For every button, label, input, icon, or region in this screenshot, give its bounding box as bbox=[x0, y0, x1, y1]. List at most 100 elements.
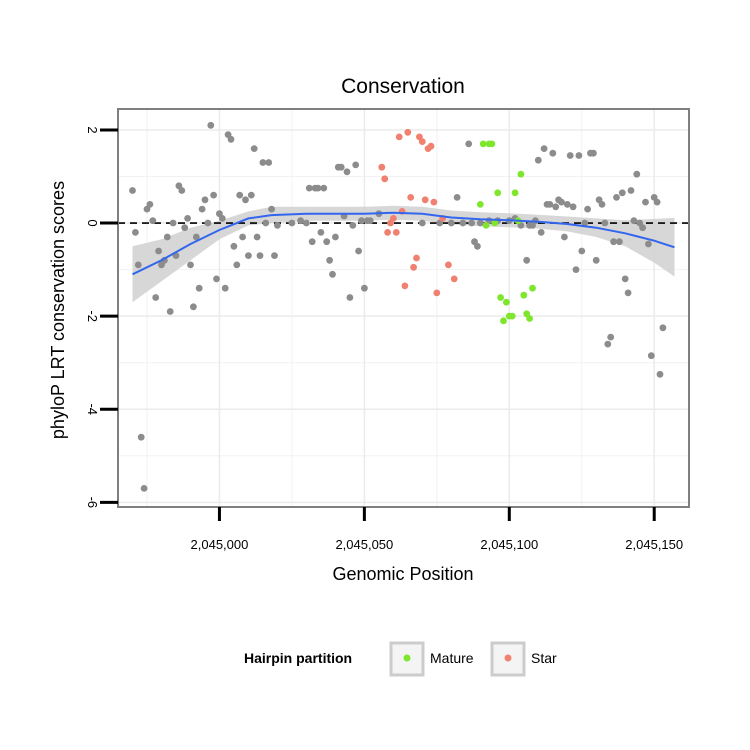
point-mature bbox=[511, 189, 519, 197]
point-other bbox=[604, 340, 612, 348]
point-other bbox=[572, 266, 580, 273]
point-other bbox=[256, 252, 264, 259]
point-other bbox=[288, 219, 296, 227]
point-other bbox=[627, 187, 635, 194]
point-star bbox=[445, 261, 452, 269]
point-mature bbox=[476, 201, 484, 208]
point-other bbox=[218, 215, 226, 222]
point-other bbox=[616, 238, 623, 246]
point-star bbox=[413, 254, 420, 262]
point-other bbox=[253, 233, 261, 241]
y-tick-label: -2 bbox=[85, 310, 100, 322]
point-other bbox=[630, 217, 638, 225]
point-other bbox=[621, 275, 629, 283]
point-other bbox=[132, 229, 139, 236]
point-star bbox=[395, 133, 403, 141]
point-other bbox=[192, 233, 200, 241]
point-other bbox=[624, 289, 632, 297]
point-mature bbox=[494, 189, 502, 197]
panel-border bbox=[117, 108, 690, 508]
point-other bbox=[326, 256, 333, 264]
point-mature bbox=[479, 140, 487, 148]
point-other bbox=[274, 222, 281, 229]
point-other bbox=[546, 201, 554, 208]
point-other bbox=[169, 219, 177, 227]
point-star bbox=[404, 128, 412, 136]
point-other bbox=[230, 242, 238, 250]
point-other bbox=[195, 284, 203, 292]
point-other bbox=[569, 203, 577, 211]
point-mature bbox=[500, 317, 507, 325]
point-star bbox=[390, 215, 397, 222]
x-tick-label: 2,045,050 bbox=[335, 537, 393, 552]
point-other bbox=[346, 294, 354, 301]
point-other bbox=[578, 247, 586, 255]
point-other bbox=[198, 205, 206, 213]
point-other bbox=[303, 219, 310, 227]
point-other bbox=[265, 159, 273, 166]
point-other bbox=[349, 222, 357, 229]
point-star bbox=[392, 229, 400, 236]
point-other bbox=[259, 159, 267, 166]
point-other bbox=[447, 219, 455, 227]
point-other bbox=[610, 238, 617, 246]
legend-title: Hairpin partition bbox=[244, 650, 352, 666]
point-other bbox=[166, 308, 174, 315]
point-star bbox=[378, 163, 386, 171]
panel-background bbox=[118, 109, 689, 507]
point-other bbox=[563, 201, 571, 208]
x-tick-label: 2,045,150 bbox=[625, 537, 683, 552]
point-other bbox=[618, 189, 626, 197]
point-other bbox=[352, 161, 360, 169]
point-mature bbox=[491, 219, 499, 227]
point-mature bbox=[520, 291, 528, 299]
point-other bbox=[366, 217, 374, 225]
point-other bbox=[566, 152, 574, 159]
point-other bbox=[137, 433, 145, 441]
x-axis-title: Genomic Position bbox=[332, 564, 473, 584]
point-other bbox=[647, 352, 655, 360]
point-other bbox=[633, 170, 641, 178]
point-other bbox=[323, 238, 331, 246]
point-other bbox=[239, 233, 247, 241]
y-tick-label: -4 bbox=[85, 403, 100, 415]
smooth-trend-line bbox=[132, 211, 675, 276]
point-other bbox=[653, 198, 661, 206]
point-other bbox=[210, 191, 218, 199]
point-star bbox=[418, 138, 426, 146]
x-tick-label: 2,045,000 bbox=[191, 537, 249, 552]
point-other bbox=[152, 294, 160, 301]
point-other bbox=[656, 370, 664, 378]
point-other bbox=[332, 233, 339, 241]
point-mature bbox=[503, 298, 510, 306]
point-other bbox=[329, 270, 336, 278]
point-other bbox=[645, 240, 652, 248]
point-other bbox=[149, 217, 157, 225]
point-other bbox=[558, 198, 565, 206]
point-other bbox=[268, 205, 275, 213]
point-other bbox=[155, 247, 163, 255]
point-other bbox=[584, 205, 591, 213]
legend-label-mature: Mature bbox=[430, 650, 474, 666]
point-other bbox=[540, 145, 548, 153]
point-other bbox=[221, 284, 229, 292]
point-other bbox=[146, 201, 154, 208]
point-mature bbox=[529, 284, 536, 292]
point-other bbox=[358, 217, 365, 225]
point-mature bbox=[508, 312, 516, 320]
point-other bbox=[207, 121, 215, 129]
legend-label-star: Star bbox=[531, 650, 557, 666]
point-other bbox=[320, 184, 328, 192]
point-other bbox=[459, 219, 467, 227]
point-mature bbox=[526, 315, 533, 322]
point-other bbox=[305, 184, 313, 192]
point-other bbox=[233, 261, 241, 269]
point-other bbox=[163, 233, 171, 241]
point-other bbox=[250, 145, 258, 153]
point-star bbox=[384, 229, 391, 236]
point-other bbox=[343, 168, 351, 176]
plot-area bbox=[100, 108, 690, 521]
point-other bbox=[549, 149, 557, 157]
point-other bbox=[204, 219, 212, 227]
